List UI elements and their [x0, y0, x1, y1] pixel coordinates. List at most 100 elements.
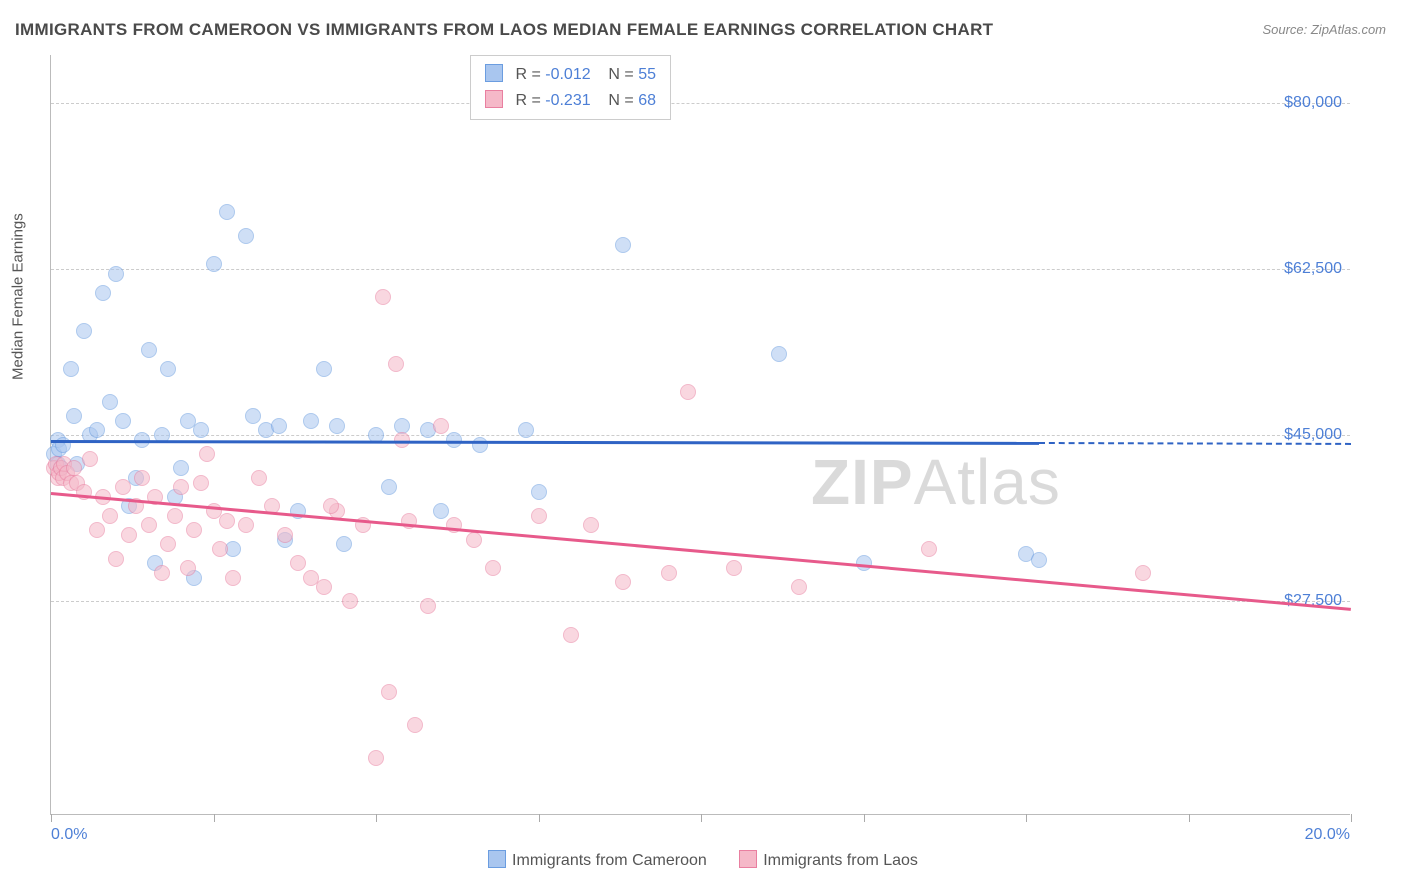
data-point-laos — [661, 565, 677, 581]
x-tick — [51, 814, 52, 822]
data-point-laos — [193, 475, 209, 491]
data-point-cameroon — [66, 408, 82, 424]
legend-item-cameroon: Immigrants from Cameroon — [488, 852, 711, 869]
data-point-laos — [199, 446, 215, 462]
chart-title: IMMIGRANTS FROM CAMEROON VS IMMIGRANTS F… — [15, 20, 993, 40]
legend-item-laos: Immigrants from Laos — [739, 852, 918, 869]
data-point-laos — [219, 513, 235, 529]
swatch-laos-bottom — [739, 850, 757, 868]
data-point-cameroon — [63, 361, 79, 377]
data-point-cameroon — [55, 437, 71, 453]
data-point-laos — [115, 479, 131, 495]
data-point-laos — [212, 541, 228, 557]
x-axis-min-label: 0.0% — [51, 826, 87, 844]
swatch-cameroon — [485, 64, 503, 82]
x-tick — [1351, 814, 1352, 822]
n-value-cameroon: 55 — [638, 66, 656, 83]
data-point-laos — [388, 356, 404, 372]
gridline — [51, 269, 1350, 270]
data-point-cameroon — [472, 437, 488, 453]
r-value-cameroon: -0.012 — [545, 66, 590, 83]
data-point-laos — [407, 717, 423, 733]
data-point-laos — [726, 560, 742, 576]
data-point-laos — [433, 418, 449, 434]
y-tick-label: $80,000 — [1284, 94, 1342, 112]
data-point-laos — [531, 508, 547, 524]
data-point-cameroon — [245, 408, 261, 424]
n-value-laos: 68 — [638, 92, 656, 109]
series-legend: Immigrants from Cameroon Immigrants from… — [0, 850, 1406, 870]
r-value-laos: -0.231 — [545, 92, 590, 109]
x-tick — [864, 814, 865, 822]
data-point-cameroon — [160, 361, 176, 377]
data-point-laos — [154, 565, 170, 581]
data-point-laos — [485, 560, 501, 576]
data-point-laos — [277, 527, 293, 543]
data-point-cameroon — [433, 503, 449, 519]
watermark: ZIPAtlas — [811, 445, 1061, 519]
data-point-cameroon — [531, 484, 547, 500]
data-point-cameroon — [238, 228, 254, 244]
x-tick — [376, 814, 377, 822]
data-point-laos — [583, 517, 599, 533]
data-point-laos — [368, 750, 384, 766]
data-point-laos — [420, 598, 436, 614]
data-point-laos — [466, 532, 482, 548]
data-point-laos — [180, 560, 196, 576]
trend-line — [51, 440, 1039, 444]
data-point-cameroon — [303, 413, 319, 429]
x-tick — [1026, 814, 1027, 822]
data-point-cameroon — [381, 479, 397, 495]
y-tick-label: $45,000 — [1284, 426, 1342, 444]
y-axis-title: Median Female Earnings — [10, 213, 27, 380]
legend-row-laos: R = -0.231 N = 68 — [485, 88, 656, 114]
x-tick — [214, 814, 215, 822]
data-point-laos — [173, 479, 189, 495]
y-tick-label: $62,500 — [1284, 260, 1342, 278]
x-tick — [701, 814, 702, 822]
data-point-laos — [375, 289, 391, 305]
data-point-laos — [134, 470, 150, 486]
data-point-laos — [160, 536, 176, 552]
data-point-laos — [251, 470, 267, 486]
data-point-laos — [141, 517, 157, 533]
correlation-legend: R = -0.012 N = 55 R = -0.231 N = 68 — [470, 55, 671, 120]
data-point-cameroon — [89, 422, 105, 438]
data-point-cameroon — [219, 204, 235, 220]
data-point-cameroon — [173, 460, 189, 476]
data-point-laos — [82, 451, 98, 467]
trend-line-dashed — [1039, 442, 1351, 445]
data-point-laos — [316, 579, 332, 595]
data-point-laos — [108, 551, 124, 567]
data-point-cameroon — [271, 418, 287, 434]
gridline — [51, 435, 1350, 436]
data-point-laos — [102, 508, 118, 524]
data-point-laos — [225, 570, 241, 586]
x-tick — [539, 814, 540, 822]
swatch-laos — [485, 90, 503, 108]
data-point-laos — [791, 579, 807, 595]
swatch-cameroon-bottom — [488, 850, 506, 868]
plot-area: ZIPAtlas 0.0% 20.0% $27,500$45,000$62,50… — [50, 55, 1350, 815]
data-point-cameroon — [102, 394, 118, 410]
data-point-laos — [680, 384, 696, 400]
data-point-laos — [342, 593, 358, 609]
data-point-cameroon — [141, 342, 157, 358]
data-point-cameroon — [206, 256, 222, 272]
data-point-cameroon — [336, 536, 352, 552]
data-point-cameroon — [771, 346, 787, 362]
data-point-cameroon — [115, 413, 131, 429]
trend-line — [51, 492, 1351, 610]
data-point-cameroon — [108, 266, 124, 282]
legend-row-cameroon: R = -0.012 N = 55 — [485, 62, 656, 88]
data-point-laos — [121, 527, 137, 543]
data-point-laos — [290, 555, 306, 571]
data-point-cameroon — [95, 285, 111, 301]
gridline — [51, 601, 1350, 602]
data-point-laos — [615, 574, 631, 590]
data-point-laos — [1135, 565, 1151, 581]
data-point-cameroon — [1031, 552, 1047, 568]
data-point-laos — [323, 498, 339, 514]
data-point-laos — [167, 508, 183, 524]
data-point-laos — [381, 684, 397, 700]
